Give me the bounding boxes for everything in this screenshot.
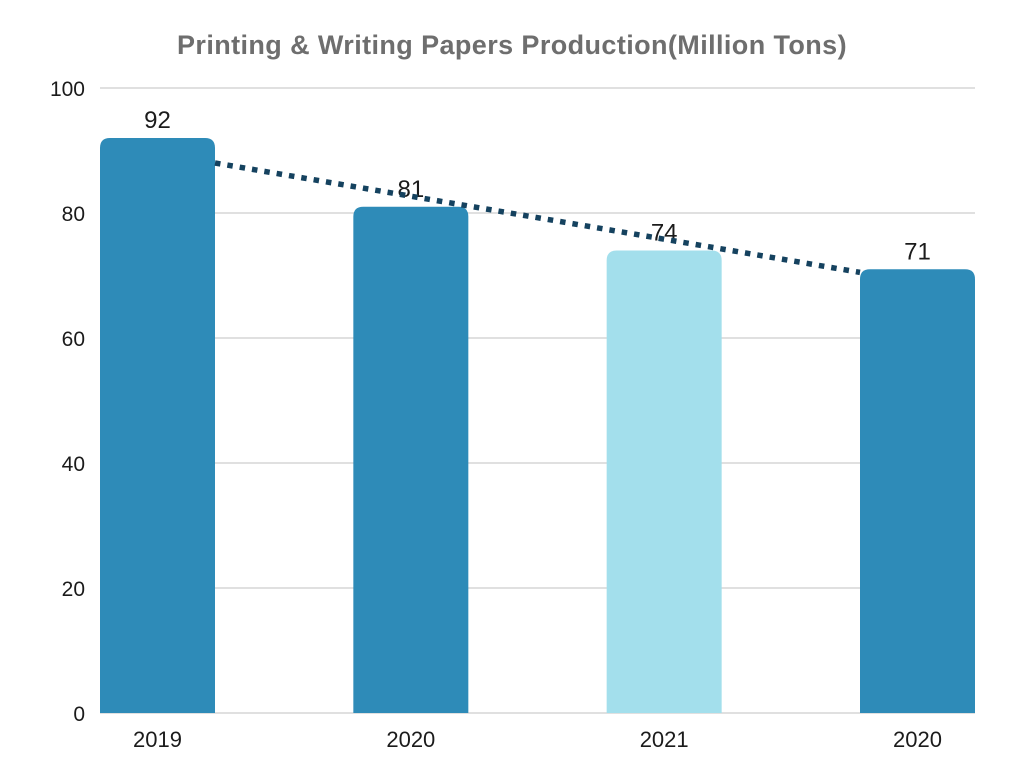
bar <box>606 250 722 713</box>
chart-title: Printing & Writing Papers Production(Mil… <box>177 30 847 60</box>
bar-value-label: 92 <box>144 107 171 134</box>
x-tick-label: 2020 <box>386 727 435 752</box>
bar <box>860 269 975 713</box>
y-tick-label: 60 <box>62 328 85 351</box>
x-tick-label: 2019 <box>133 727 182 752</box>
trendline <box>214 160 861 276</box>
bar <box>353 206 469 713</box>
bar-value-label: 81 <box>397 176 424 203</box>
y-tick-label: 20 <box>62 578 85 601</box>
y-tick-label: 0 <box>73 703 85 726</box>
bar <box>100 138 215 713</box>
x-tick-label: 2021 <box>640 727 689 752</box>
y-tick-label: 100 <box>50 78 85 101</box>
y-tick-label: 40 <box>62 453 85 476</box>
x-tick-label: 2020 <box>893 727 942 752</box>
bar-value-label: 71 <box>904 238 931 265</box>
y-tick-label: 80 <box>62 203 85 226</box>
